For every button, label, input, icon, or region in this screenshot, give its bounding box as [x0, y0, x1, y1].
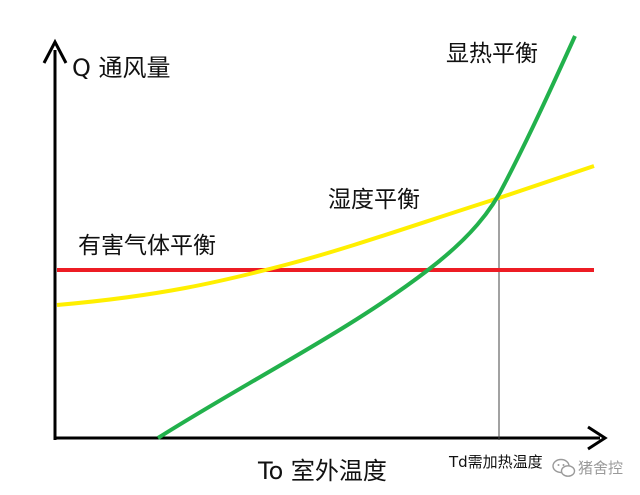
x-axis-label: To 室外温度: [257, 457, 387, 485]
sensible-heat-balance-label: 显热平衡: [446, 41, 538, 67]
y-axis-arrow-icon: [42, 38, 68, 64]
x-axis-arrow-icon: [587, 425, 608, 451]
sensible-heat-balance-curve: [156, 35, 577, 440]
humidity-balance-label: 湿度平衡: [328, 187, 420, 213]
harmful-gas-balance-label: 有害气体平衡: [78, 233, 216, 259]
axes: [42, 38, 608, 451]
td-marker-label: Td需加热温度: [448, 453, 543, 471]
y-axis-label: Q 通风量: [72, 54, 171, 82]
watermark-text: 猪舍控: [578, 459, 623, 477]
humidity-balance-curve: [56, 164, 595, 307]
watermark: 猪舍控: [552, 458, 623, 477]
wechat-icon: [552, 458, 576, 477]
